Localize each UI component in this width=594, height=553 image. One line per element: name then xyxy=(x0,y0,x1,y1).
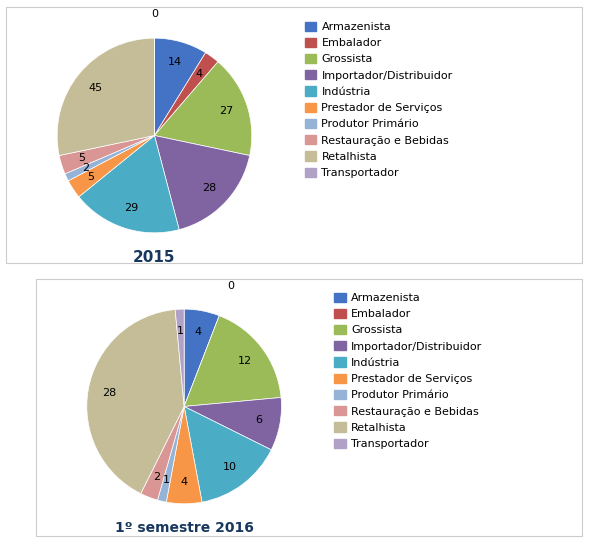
Text: 45: 45 xyxy=(89,82,103,93)
Wedge shape xyxy=(68,135,154,197)
Wedge shape xyxy=(184,406,271,502)
Text: 1: 1 xyxy=(177,326,184,336)
Text: 28: 28 xyxy=(203,183,217,193)
Text: 1: 1 xyxy=(163,476,170,486)
Legend: Armazenista, Embalador, Grossista, Importador/Distribuidor, Indústria, Prestador: Armazenista, Embalador, Grossista, Impor… xyxy=(302,19,455,180)
Wedge shape xyxy=(157,406,184,502)
Wedge shape xyxy=(65,135,154,181)
Text: 4: 4 xyxy=(181,477,188,487)
Text: 5: 5 xyxy=(87,173,94,182)
Wedge shape xyxy=(184,398,282,450)
Wedge shape xyxy=(154,62,252,155)
Text: 10: 10 xyxy=(223,462,237,472)
Wedge shape xyxy=(154,135,249,229)
Text: 14: 14 xyxy=(168,58,182,67)
Wedge shape xyxy=(154,38,206,135)
Wedge shape xyxy=(154,53,218,135)
Wedge shape xyxy=(184,316,219,406)
Wedge shape xyxy=(184,309,219,406)
Text: 5: 5 xyxy=(78,153,86,163)
Text: 0: 0 xyxy=(228,281,234,291)
Text: 27: 27 xyxy=(219,106,233,116)
Text: 28: 28 xyxy=(102,388,116,398)
Wedge shape xyxy=(166,406,202,504)
Text: 2015: 2015 xyxy=(133,249,176,265)
Wedge shape xyxy=(141,406,184,500)
Wedge shape xyxy=(59,135,154,174)
Text: 1º semestre 2016: 1º semestre 2016 xyxy=(115,521,254,535)
Text: 4: 4 xyxy=(194,327,201,337)
Text: 29: 29 xyxy=(124,202,138,213)
Text: 6: 6 xyxy=(255,415,263,425)
Wedge shape xyxy=(184,316,281,406)
Text: 12: 12 xyxy=(238,356,252,366)
Wedge shape xyxy=(87,310,184,494)
Text: 0: 0 xyxy=(151,9,158,19)
Legend: Armazenista, Embalador, Grossista, Importador/Distribuidor, Indústria, Prestador: Armazenista, Embalador, Grossista, Impor… xyxy=(332,290,485,451)
Text: 2: 2 xyxy=(153,472,160,482)
Text: 2: 2 xyxy=(83,163,90,173)
Text: 4: 4 xyxy=(196,69,203,79)
Wedge shape xyxy=(79,135,179,233)
Wedge shape xyxy=(57,38,154,155)
Wedge shape xyxy=(175,309,184,406)
